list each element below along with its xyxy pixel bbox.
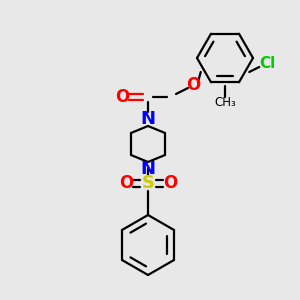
Text: O: O	[115, 88, 129, 106]
Text: O: O	[186, 76, 200, 94]
Text: CH₃: CH₃	[214, 95, 236, 109]
Text: N: N	[140, 110, 155, 128]
Text: S: S	[142, 174, 154, 192]
Text: Cl: Cl	[259, 56, 275, 71]
Text: O: O	[119, 174, 133, 192]
Text: N: N	[140, 160, 155, 178]
Text: O: O	[163, 174, 177, 192]
